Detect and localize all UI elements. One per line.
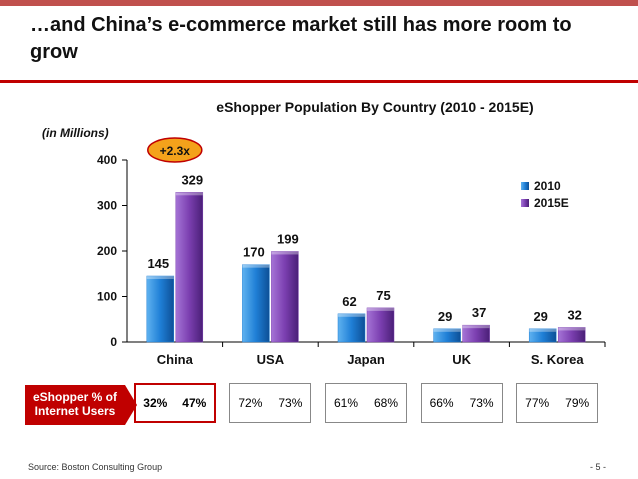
bar-2015e-japan — [366, 307, 395, 343]
legend-label: 2010 — [534, 179, 561, 193]
top-accent-bar — [0, 0, 638, 6]
page-number: - 5 - — [590, 462, 607, 472]
unit-label: (in Millions) — [42, 126, 109, 140]
y-tick-label: 400 — [97, 153, 117, 167]
pct-box-japan: 61% 68% — [325, 383, 407, 423]
legend-swatch — [521, 199, 529, 207]
bar-top-highlight — [462, 325, 490, 329]
bar-2010-japan — [337, 313, 366, 343]
bar-top-highlight — [271, 251, 299, 255]
legend-label: 2015E — [534, 196, 569, 210]
bar-top-highlight — [146, 276, 174, 280]
pct-2010: 77% — [525, 396, 550, 410]
bar-2010-usa — [242, 264, 270, 343]
bar-2010-skorea — [528, 328, 557, 343]
bar-top-highlight — [175, 192, 203, 196]
data-label: 29 — [533, 309, 547, 324]
pct-2015: 47% — [182, 396, 207, 410]
bar-top-highlight — [338, 313, 365, 317]
source-note: Source: Boston Consulting Group — [28, 462, 163, 472]
bar-top-highlight — [433, 328, 461, 332]
legend-swatch — [521, 182, 529, 190]
x-category-label: Japan — [347, 352, 385, 367]
pct-2010: 61% — [333, 396, 359, 410]
x-category-label: S. Korea — [531, 352, 585, 367]
bar-top-highlight — [558, 327, 586, 331]
data-label: 145 — [147, 256, 169, 271]
pct-box-usa: 72% 73% — [229, 383, 312, 423]
bar-top-highlight — [529, 328, 557, 332]
x-category-label: USA — [257, 352, 285, 367]
slide-title: …and China’s e-commerce market still has… — [30, 14, 572, 63]
pct-box-skorea: 77% 79% — [516, 383, 599, 423]
data-label: 62 — [342, 294, 356, 309]
internet-users-label: eShopper % of Internet Users — [25, 385, 125, 425]
chart-title: eShopper Population By Country (2010 - 2… — [216, 99, 533, 115]
data-label: 75 — [376, 288, 390, 303]
y-tick-label: 100 — [97, 290, 117, 304]
pct-2010: 72% — [238, 396, 263, 410]
pct-2015: 73% — [469, 396, 494, 410]
pct-2010: 66% — [429, 396, 454, 410]
bar-top-highlight — [242, 264, 270, 268]
pct-2015: 79% — [565, 396, 590, 410]
pct-2010: 32% — [143, 396, 168, 410]
y-tick-label: 200 — [97, 244, 117, 258]
y-tick-label: 300 — [97, 199, 117, 213]
bar-2015e-uk — [462, 324, 490, 343]
data-label: 199 — [277, 231, 299, 246]
data-label: 37 — [472, 305, 486, 320]
x-category-label: China — [157, 352, 194, 367]
pct-2015: 73% — [278, 396, 303, 410]
data-label: 32 — [567, 307, 581, 322]
title-underline — [0, 80, 638, 83]
bar-top-highlight — [367, 307, 394, 311]
bar-2010-china — [146, 275, 175, 343]
data-label: 329 — [181, 172, 203, 187]
data-label: 170 — [243, 245, 265, 260]
growth-annotation-badge — [147, 137, 203, 163]
data-label: 29 — [438, 309, 452, 324]
x-category-label: UK — [452, 352, 471, 367]
pct-2015: 68% — [373, 396, 399, 410]
growth-annotation-text: +2.3x — [160, 144, 191, 158]
bar-2010-uk — [433, 328, 461, 343]
pct-box-uk: 66% 73% — [420, 383, 503, 423]
bar-2015e-usa — [271, 251, 299, 343]
bar-2015e-china — [175, 192, 204, 343]
y-tick-label: 0 — [110, 335, 117, 349]
pct-box-china: 32% 47% — [133, 383, 216, 423]
bar-2015e-skorea — [557, 327, 586, 343]
